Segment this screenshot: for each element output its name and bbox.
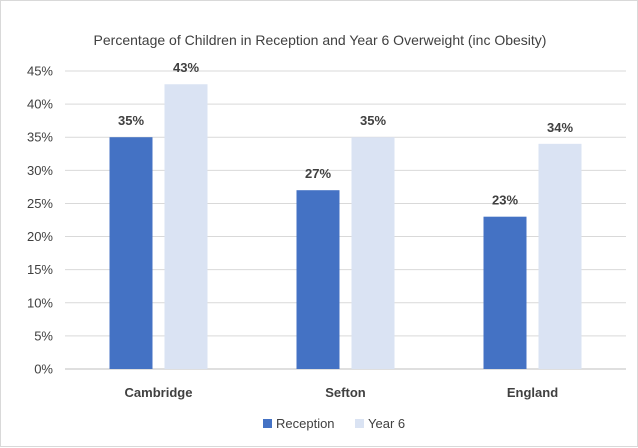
y-tick-label: 40%: [27, 97, 53, 112]
x-tick-label: England: [507, 385, 558, 400]
x-tick-label: Cambridge: [125, 385, 193, 400]
y-tick-label: 15%: [27, 262, 53, 277]
bar-year-6-england: [538, 143, 582, 369]
bar-reception-england: [483, 216, 527, 369]
data-label: 34%: [547, 120, 573, 135]
y-axis-ticks: 0% 5% 10% 15% 20% 25% 30% 35% 40% 45%: [27, 64, 53, 377]
x-tick-label: Sefton: [325, 385, 366, 400]
data-label: 27%: [305, 166, 331, 181]
bar-reception-sefton: [296, 190, 340, 369]
data-label: 35%: [118, 113, 144, 128]
legend-label: Reception: [276, 416, 335, 431]
y-tick-label: 35%: [27, 130, 53, 145]
y-tick-label: 25%: [27, 196, 53, 211]
gridlines: [65, 70, 626, 370]
bar-reception-cambridge: [109, 137, 153, 369]
y-tick-label: 5%: [34, 328, 53, 343]
y-tick-label: 45%: [27, 64, 53, 79]
legend-swatch-year-6: [355, 419, 364, 428]
data-label: 43%: [173, 60, 199, 75]
x-axis-ticks: Cambridge Sefton England: [125, 385, 559, 400]
bar-year-6-sefton: [351, 137, 395, 369]
data-label: 35%: [360, 113, 386, 128]
y-tick-label: 30%: [27, 163, 53, 178]
chart-title: Percentage of Children in Reception and …: [94, 32, 547, 48]
data-label: 23%: [492, 193, 518, 208]
bar-year-6-cambridge: [164, 84, 208, 369]
data-labels: 35% 43% 27% 35% 23% 34%: [118, 60, 573, 207]
legend-swatch-reception: [263, 419, 272, 428]
y-tick-label: 20%: [27, 229, 53, 244]
bars: [109, 84, 582, 369]
legend-label: Year 6: [368, 416, 405, 431]
y-tick-label: 0%: [34, 362, 53, 377]
y-tick-label: 10%: [27, 295, 53, 310]
legend: Reception Year 6: [263, 416, 405, 431]
